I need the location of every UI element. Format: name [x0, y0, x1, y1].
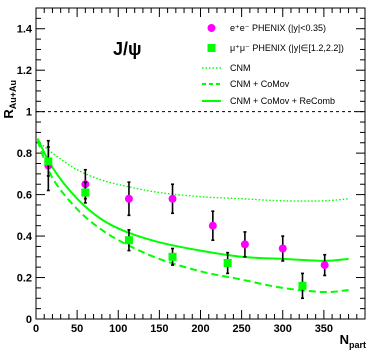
x-tick-label: 50: [71, 323, 83, 335]
legend-label: CNM + CoMov: [230, 79, 290, 89]
x-tick-label: 200: [191, 323, 209, 335]
ee-data-point: [240, 240, 249, 249]
x-tick-label: 150: [150, 323, 168, 335]
cnm-comov-curve: [36, 140, 349, 294]
mumu-data-point: [81, 188, 90, 197]
y-tick-label: 0: [26, 314, 32, 326]
y-tick-label: 0.6: [17, 190, 32, 202]
legend-label: CNM + CoMov + ReComb: [230, 96, 335, 106]
x-tick-label: 350: [315, 323, 333, 335]
y-tick-label: 1.2: [17, 65, 32, 77]
mumu-data-point: [223, 259, 232, 268]
x-tick-label: 100: [109, 323, 127, 335]
plot-area: 0 50 100 150 200 250 300 350 0 0.2 0.4 0.6 0.8 1 1.2 1.…: [1, 7, 366, 350]
x-tick-label: 0: [33, 323, 39, 335]
y-axis-label-main: R: [1, 109, 16, 119]
x-axis-label-main: N: [340, 332, 349, 347]
x-axis-label: Npart: [340, 332, 366, 350]
ee-data-point: [124, 194, 133, 203]
legend-marker-mumu: [207, 44, 216, 52]
x-axis-label-sub: part: [349, 340, 366, 350]
plot-frame: [35, 7, 366, 320]
mumu-data-point: [168, 252, 177, 261]
cnm-comov-recomb-curve: [36, 138, 349, 262]
ee-data-point: [168, 194, 177, 203]
x-tick-label: 300: [274, 323, 292, 335]
mumu-data-point: [124, 236, 133, 245]
y-axis-label: RAu+Au: [1, 80, 18, 119]
ee-data-point: [320, 261, 329, 270]
legend-label: CNM: [230, 63, 251, 73]
legend-label: μ⁺μ⁻ PHENIX (|y|∈[1.2,2.2]): [230, 43, 344, 53]
ee-data-point: [208, 221, 217, 230]
y-tick-label: 0.8: [17, 148, 32, 160]
ee-data-point: [278, 244, 287, 253]
chart-title: J/ψ: [113, 39, 142, 59]
mumu-data-point: [298, 281, 307, 290]
y-tick-label: 0.4: [17, 231, 33, 243]
legend-marker-ee: [207, 24, 216, 32]
y-tick-label: 0.2: [17, 273, 32, 285]
legend-label: e⁺e⁻ PHENIX (|y|<0.35): [230, 23, 326, 33]
x-tick-label: 250: [232, 323, 250, 335]
y-tick-label: 1.4: [17, 24, 33, 36]
y-axis-label-sub: Au+Au: [8, 80, 18, 109]
mumu-data-point: [44, 157, 53, 166]
y-tick-label: 1: [26, 107, 32, 119]
